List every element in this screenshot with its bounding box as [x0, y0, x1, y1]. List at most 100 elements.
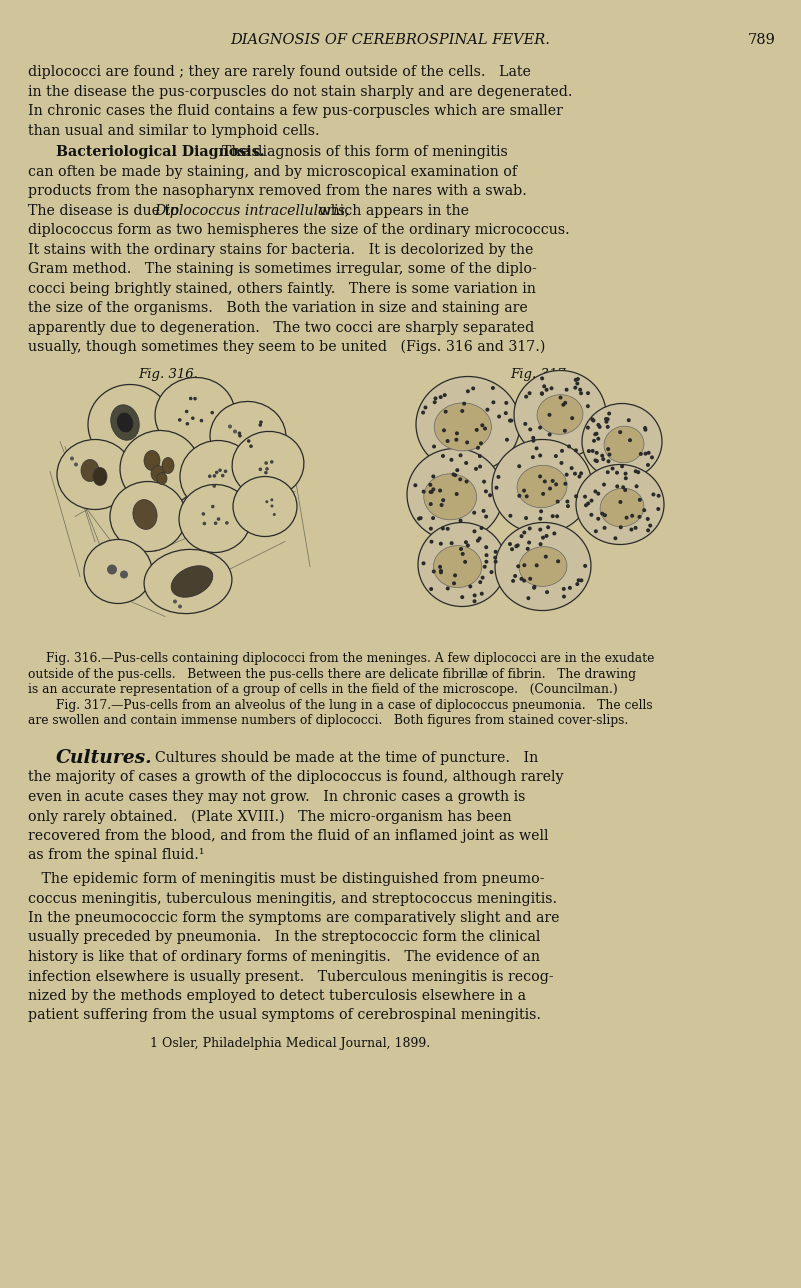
Circle shape	[579, 471, 583, 475]
Circle shape	[539, 509, 543, 514]
Circle shape	[481, 424, 485, 428]
Circle shape	[646, 462, 650, 468]
Circle shape	[538, 516, 542, 520]
Circle shape	[535, 563, 539, 567]
Circle shape	[173, 599, 177, 604]
Circle shape	[547, 413, 551, 417]
Circle shape	[429, 587, 433, 591]
Circle shape	[271, 505, 273, 507]
Circle shape	[583, 495, 587, 498]
Text: recovered from the blood, and from the fluid of an inflamed joint as well: recovered from the blood, and from the f…	[28, 829, 549, 844]
Circle shape	[570, 466, 574, 470]
Circle shape	[417, 516, 421, 520]
Circle shape	[510, 547, 514, 551]
Circle shape	[598, 425, 602, 429]
Circle shape	[563, 401, 567, 404]
Ellipse shape	[93, 468, 107, 486]
Circle shape	[538, 425, 542, 430]
Circle shape	[642, 509, 646, 513]
Text: It stains with the ordinary stains for bacteria.   It is decolorized by the: It stains with the ordinary stains for b…	[28, 242, 533, 256]
Circle shape	[646, 516, 650, 520]
Circle shape	[643, 426, 647, 430]
Ellipse shape	[155, 377, 235, 452]
Text: as from the spinal fluid.¹: as from the spinal fluid.¹	[28, 849, 204, 863]
Circle shape	[586, 425, 590, 430]
Circle shape	[228, 425, 232, 429]
Circle shape	[596, 516, 600, 520]
Circle shape	[591, 419, 595, 422]
Circle shape	[586, 501, 590, 505]
Circle shape	[545, 590, 549, 594]
Circle shape	[480, 526, 484, 529]
Circle shape	[567, 444, 571, 448]
Circle shape	[579, 392, 583, 395]
Circle shape	[606, 447, 610, 451]
Circle shape	[596, 437, 600, 440]
Circle shape	[533, 585, 537, 589]
Circle shape	[638, 515, 642, 519]
Circle shape	[574, 377, 578, 381]
Circle shape	[520, 535, 524, 538]
Circle shape	[439, 571, 443, 574]
Circle shape	[466, 544, 470, 547]
Circle shape	[211, 411, 214, 415]
Circle shape	[178, 419, 182, 421]
Circle shape	[634, 484, 638, 488]
Circle shape	[577, 578, 581, 582]
Circle shape	[534, 447, 538, 451]
Circle shape	[553, 455, 557, 459]
Circle shape	[424, 406, 428, 410]
Circle shape	[542, 384, 546, 388]
Circle shape	[491, 386, 495, 390]
Ellipse shape	[495, 523, 591, 611]
Circle shape	[482, 479, 486, 483]
Circle shape	[603, 513, 607, 518]
Circle shape	[544, 555, 548, 559]
Text: In chronic cases the fluid contains a few pus-corpuscles which are smaller: In chronic cases the fluid contains a fe…	[28, 104, 563, 118]
Circle shape	[590, 498, 594, 502]
Circle shape	[528, 428, 532, 431]
Text: history is like that of ordinary forms of meningitis.   The evidence of an: history is like that of ordinary forms o…	[28, 951, 540, 963]
Circle shape	[516, 544, 520, 547]
Circle shape	[538, 528, 542, 532]
Circle shape	[455, 468, 459, 473]
Ellipse shape	[582, 403, 662, 479]
Circle shape	[563, 482, 567, 486]
Text: Cultures should be made at the time of puncture.   In: Cultures should be made at the time of p…	[146, 751, 538, 765]
Circle shape	[560, 448, 564, 453]
Circle shape	[485, 408, 489, 412]
Circle shape	[481, 509, 485, 513]
Circle shape	[259, 468, 262, 471]
Ellipse shape	[517, 465, 567, 507]
Circle shape	[607, 412, 611, 416]
Circle shape	[604, 417, 608, 421]
Text: the size of the organisms.   Both the variation in size and staining are: the size of the organisms. Both the vari…	[28, 301, 528, 316]
Ellipse shape	[416, 376, 520, 473]
Circle shape	[488, 493, 492, 497]
Circle shape	[265, 468, 269, 470]
Circle shape	[625, 515, 629, 519]
Circle shape	[574, 448, 578, 452]
Ellipse shape	[171, 565, 213, 598]
Circle shape	[639, 452, 643, 456]
Circle shape	[549, 386, 553, 390]
Circle shape	[199, 419, 203, 422]
Circle shape	[541, 492, 545, 496]
Circle shape	[524, 394, 528, 399]
Circle shape	[618, 526, 622, 529]
Circle shape	[444, 410, 448, 413]
Text: Fig. 317.: Fig. 317.	[510, 368, 570, 381]
Ellipse shape	[157, 473, 167, 484]
Circle shape	[464, 540, 468, 545]
Circle shape	[548, 487, 552, 491]
Circle shape	[596, 492, 600, 496]
Circle shape	[522, 578, 526, 582]
Circle shape	[606, 425, 610, 429]
Circle shape	[455, 492, 459, 496]
Circle shape	[489, 571, 493, 574]
Circle shape	[202, 513, 205, 515]
Text: usually preceded by pneumonia.   In the streptococcic form the clinical: usually preceded by pneumonia. In the st…	[28, 930, 541, 944]
Circle shape	[440, 504, 444, 507]
Circle shape	[419, 516, 423, 520]
Ellipse shape	[144, 550, 232, 613]
